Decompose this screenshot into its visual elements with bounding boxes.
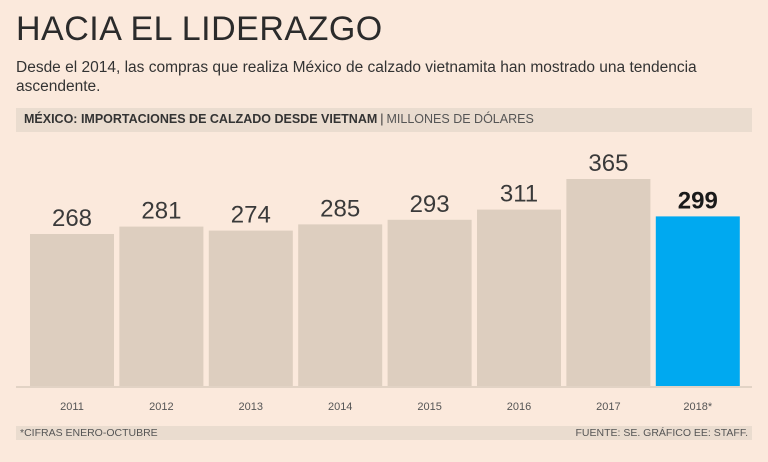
source-credit: FUENTE: SE. GRÁFICO EE: STAFF. <box>575 427 749 439</box>
chart-subtitle: Desde el 2014, las compras que realiza M… <box>16 59 697 95</box>
data-label-2015: 293 <box>410 191 450 218</box>
chart-title: HACIA EL LIDERAZGO <box>16 10 383 48</box>
data-label-2012: 281 <box>141 198 181 225</box>
data-label-2011: 268 <box>52 205 92 232</box>
footnote: *CIFRAS ENERO-OCTUBRE <box>20 427 158 439</box>
data-label-2013: 274 <box>231 202 271 229</box>
bar-2012 <box>119 226 204 386</box>
x-tick-label: 2012 <box>149 401 173 413</box>
bar-2017 <box>566 179 651 386</box>
x-tick-label: 2011 <box>60 401 84 413</box>
bar-2011 <box>30 234 114 386</box>
band-separator: | <box>380 112 384 126</box>
bar-2016 <box>477 209 561 386</box>
bar-2014 <box>298 224 383 386</box>
x-tick-label: 2017 <box>596 401 620 413</box>
bar-2018 <box>655 216 740 386</box>
data-label-2016: 311 <box>500 181 538 208</box>
x-tick-label: 2018* <box>683 401 712 413</box>
band-unit: MILLONES DE DÓLARES <box>386 112 534 126</box>
x-axis-line <box>16 386 752 388</box>
bar-2015 <box>387 219 472 386</box>
x-tick-label: 2014 <box>328 401 352 413</box>
footer-band: *CIFRAS ENERO-OCTUBRE FUENTE: SE. GRÁFIC… <box>16 426 752 440</box>
x-tick-label: 2013 <box>239 401 263 413</box>
x-tick-label: 2016 <box>507 401 531 413</box>
bar-2013 <box>208 230 293 386</box>
data-label-2017: 365 <box>588 150 628 177</box>
band-title: MÉXICO: IMPORTACIONES DE CALZADO DESDE V… <box>24 112 378 126</box>
data-label-2018: 299 <box>678 187 718 214</box>
x-tick-label: 2015 <box>417 401 441 413</box>
data-label-2014: 285 <box>320 195 360 222</box>
chart-header-band: MÉXICO: IMPORTACIONES DE CALZADO DESDE V… <box>16 108 752 132</box>
